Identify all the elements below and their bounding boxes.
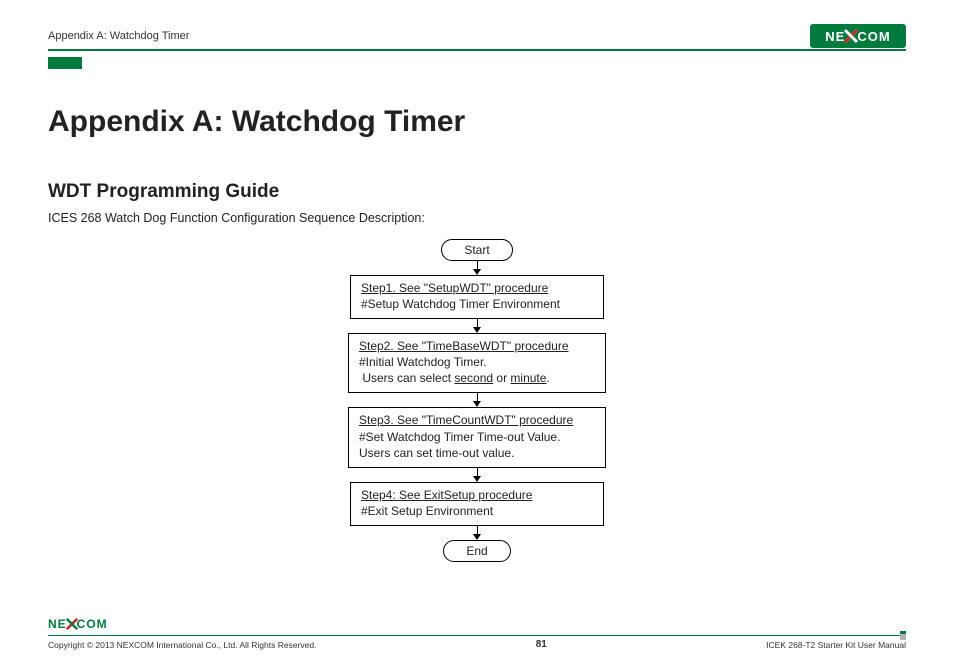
footer-logo-left: NE (48, 617, 67, 631)
flow-arrow (473, 526, 481, 540)
flow-start: Start (441, 239, 512, 261)
flow-arrow (473, 468, 481, 482)
footer-doc-title: ICEK 268-T2 Starter Kit User Manual (766, 640, 906, 650)
flow-step-3-line1: #Set Watchdog Timer Time-out Value. (359, 429, 595, 445)
flow-step-2: Step2. See "TimeBaseWDT" procedure #Init… (348, 333, 606, 394)
logo-right: COM (857, 29, 890, 44)
flowchart: Start Step1. See "SetupWDT" procedure #S… (237, 239, 717, 563)
header-rule (48, 49, 906, 51)
footer-copyright: Copyright © 2013 NEXCOM International Co… (48, 640, 316, 650)
flow-end: End (443, 540, 510, 562)
footer-tick2-icon (900, 634, 906, 640)
flow-step-4-title: Step4: See ExitSetup procedure (361, 487, 593, 503)
flow-arrow (473, 393, 481, 407)
flow-step-1: Step1. See "SetupWDT" procedure #Setup W… (350, 275, 604, 319)
section-subtitle: WDT Programming Guide (48, 181, 906, 203)
flow-step-4-line: #Exit Setup Environment (361, 503, 593, 519)
header-logo: NE COM (810, 24, 906, 48)
footer-rule (48, 635, 906, 637)
flow-step-4: Step4: See ExitSetup procedure #Exit Set… (350, 482, 604, 526)
header-tab (48, 57, 82, 69)
logo-x-icon (844, 29, 858, 43)
flow-step-2-body: #Initial Watchdog Timer. Users can selec… (359, 354, 595, 386)
logo-left: NE (825, 29, 845, 44)
flow-step-1-title: Step1. See "SetupWDT" procedure (361, 280, 593, 296)
footer-page-number: 81 (536, 639, 547, 650)
footer-logo-right: COM (77, 617, 108, 631)
flow-arrow (473, 319, 481, 333)
section-description: ICES 268 Watch Dog Function Configuratio… (48, 211, 906, 225)
page-title: Appendix A: Watchdog Timer (48, 105, 906, 139)
flow-step-3-line2: Users can set time-out value. (359, 445, 595, 461)
footer-logo-x-icon (66, 618, 78, 630)
flow-arrow (473, 261, 481, 275)
flow-step-2-title: Step2. See "TimeBaseWDT" procedure (359, 338, 595, 354)
footer-logo: NE COM (48, 615, 124, 633)
header-breadcrumb: Appendix A: Watchdog Timer (48, 30, 189, 42)
page-footer: NE COM Copyright © 2013 NEXCOM Internati… (48, 615, 906, 651)
flow-step-3-title: Step3. See "TimeCountWDT" procedure (359, 412, 595, 428)
flow-step-3: Step3. See "TimeCountWDT" procedure #Set… (348, 407, 606, 468)
flow-step-1-line: #Setup Watchdog Timer Environment (361, 296, 593, 312)
